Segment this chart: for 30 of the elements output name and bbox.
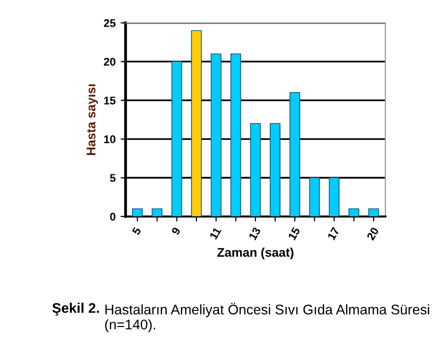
y-tick-label: 0 — [110, 212, 116, 221]
bar — [152, 208, 162, 216]
bar — [132, 208, 143, 216]
bar — [171, 61, 182, 216]
x-tick-label: 13 — [248, 226, 261, 240]
bar — [270, 123, 280, 216]
x-tick-label: 17 — [327, 226, 340, 240]
bar — [289, 92, 300, 216]
x-tick-label: 9 — [171, 226, 181, 236]
bar — [368, 208, 379, 216]
bar — [328, 177, 340, 216]
bar — [191, 30, 202, 216]
x-tick-label: 11 — [209, 226, 222, 240]
text: Şekil 2. — [52, 302, 99, 316]
y-tick-label: 15 — [104, 96, 116, 104]
y-axis-title: Hasta sayısı — [86, 84, 98, 155]
bar — [309, 177, 320, 216]
text: Hastaların Ameliyat Öncesi Sıvı Gıda Almama Süresi (n=140). — [105, 302, 430, 332]
x-axis-title: Zaman (saat) — [217, 248, 294, 260]
bar — [210, 53, 222, 216]
x-tick-label: 5 — [132, 226, 142, 236]
y-tick-label: 5 — [110, 174, 116, 182]
y-tick-label: 10 — [104, 135, 116, 144]
bar — [250, 123, 261, 216]
x-tick-label: 20 — [366, 226, 380, 241]
bar — [230, 53, 242, 216]
x-tick-label: 15 — [288, 226, 300, 240]
y-tick-label: 20 — [104, 58, 116, 66]
bar — [348, 208, 360, 216]
y-tick-label: 25 — [104, 19, 116, 28]
